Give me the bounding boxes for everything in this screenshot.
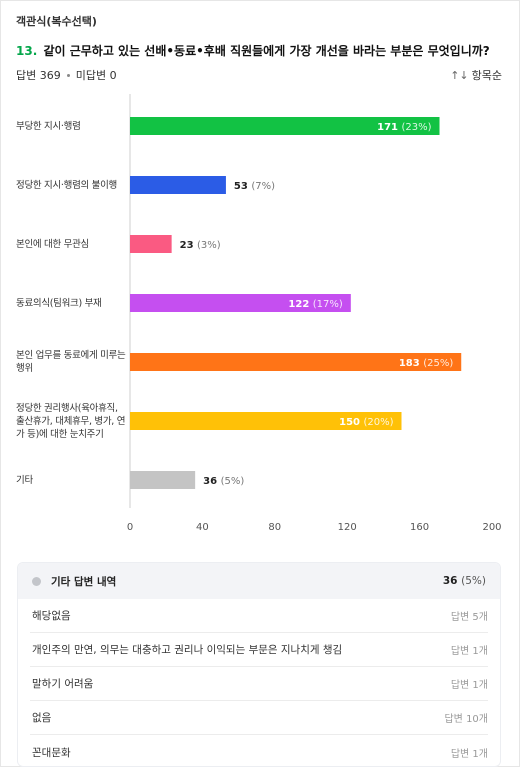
answered-count: 답변 369 — [16, 69, 61, 82]
data-label-value: 171 — [377, 122, 401, 133]
bar-chart: 171 (23%) 53 (7%) 23 (3%) 122 (17%) 183 (25%… — [127, 94, 502, 533]
others-row-count: 답변 1개 — [450, 680, 488, 691]
others-row: 꼰대문화 답변 1개 — [30, 735, 488, 766]
unanswered-count: 미답변 0 — [75, 69, 117, 82]
data-label-value: 23 — [180, 240, 197, 251]
data-label: 183 (25%) — [399, 358, 453, 369]
sort-arrows-icon: ↑↓ — [450, 69, 469, 82]
question-text: 같이 근무하고 있는 선배•동료•후배 직원들에게 가장 개선을 바라는 부분은… — [43, 44, 490, 58]
data-label: 23 (3%) — [180, 240, 221, 251]
data-label-percent: (5%) — [221, 476, 245, 487]
others-row-text: 개인주의 만연, 의무는 대충하고 권리나 이익되는 부문은 지나치게 챙김 — [32, 644, 343, 656]
x-tick-label: 40 — [196, 522, 209, 533]
category-label: 정당한 지시·행렴의 불이행 — [16, 179, 117, 191]
others-row-count: 답변 1개 — [450, 646, 488, 657]
others-row-text: 말하기 어려움 — [32, 678, 94, 690]
bar — [130, 471, 196, 489]
data-label-percent: (3%) — [197, 240, 221, 251]
category-label: 기타 — [16, 474, 33, 486]
x-tick-label: 160 — [410, 522, 429, 533]
bar — [130, 353, 462, 371]
x-tick-label: 120 — [338, 522, 357, 533]
category-label: 부당한 지시·행렴 — [16, 120, 81, 132]
others-total-count: 36 — [442, 575, 458, 587]
data-label-value: 53 — [234, 181, 251, 192]
category-label: 동료의식(팀워크) 부재 — [16, 297, 102, 309]
data-label-value: 122 — [288, 299, 312, 310]
others-row: 해당없음 답변 5개 — [30, 599, 488, 633]
others-panel: 기타 답변 내역 36 (5%) 해당없음 답변 5개 개인주의 만연, 의무는… — [17, 562, 501, 767]
bar — [130, 235, 172, 253]
data-label-value: 36 — [203, 476, 220, 487]
data-label: 53 (7%) — [234, 181, 275, 192]
sort-button[interactable]: ↑↓ 항목순 — [450, 67, 502, 83]
others-row-text: 없음 — [32, 712, 52, 724]
bar — [130, 294, 351, 312]
others-title: 기타 답변 내역 — [51, 575, 117, 588]
x-tick-label: 200 — [482, 522, 501, 533]
bar — [130, 117, 440, 135]
data-label-percent: (17%) — [313, 299, 343, 310]
data-label-percent: (20%) — [363, 417, 393, 428]
response-counts: 답변 369 미답변 0 — [16, 67, 117, 83]
data-label-percent: (25%) — [423, 358, 453, 369]
category-label: 정당한 권리행사(육아휴직, 출산휴가, 대체휴무, 병가, 연가 등)에 대한… — [16, 402, 126, 440]
others-row-text: 해당없음 — [32, 610, 71, 622]
data-label-value: 150 — [339, 417, 363, 428]
others-row: 없음 답변 10개 — [30, 701, 488, 735]
data-label-percent: (7%) — [251, 181, 275, 192]
bar — [130, 176, 226, 194]
category-label: 본인 업무를 동료에게 미루는 행위 — [16, 350, 126, 374]
data-label-percent: (23%) — [401, 122, 431, 133]
data-label: 171 (23%) — [377, 122, 431, 133]
others-bullet-icon — [32, 576, 41, 586]
others-row-text: 꼰대문화 — [32, 746, 71, 759]
question-number: 13. — [16, 44, 38, 58]
sort-label: 항목순 — [471, 69, 502, 82]
question-type-label: 객관식(복수선택) — [16, 15, 97, 28]
others-total: 36 (5%) — [443, 575, 486, 587]
data-label: 122 (17%) — [288, 299, 342, 310]
data-label: 36 (5%) — [203, 476, 244, 487]
others-header[interactable]: 기타 답변 내역 36 (5%) — [18, 563, 500, 599]
others-row-count: 답변 10개 — [444, 714, 488, 725]
others-row: 말하기 어려움 답변 1개 — [30, 667, 488, 701]
bar — [130, 412, 402, 430]
data-label: 150 (20%) — [339, 417, 393, 428]
x-tick-label: 80 — [268, 522, 281, 533]
data-label-value: 183 — [399, 358, 423, 369]
others-row-count: 답변 1개 — [450, 748, 488, 760]
others-total-pct: (5%) — [461, 575, 486, 587]
others-row: 개인주의 만연, 의무는 대충하고 권리나 이익되는 부문은 지나치게 챙김 답… — [30, 633, 488, 667]
question-title: 13. 같이 근무하고 있는 선배•동료•후배 직원들에게 가장 개선을 바라는… — [16, 42, 511, 59]
others-row-count: 답변 5개 — [450, 612, 488, 623]
category-label: 본인에 대한 무관심 — [16, 238, 89, 250]
x-tick-label: 0 — [127, 522, 133, 533]
separator-dot — [66, 73, 70, 77]
